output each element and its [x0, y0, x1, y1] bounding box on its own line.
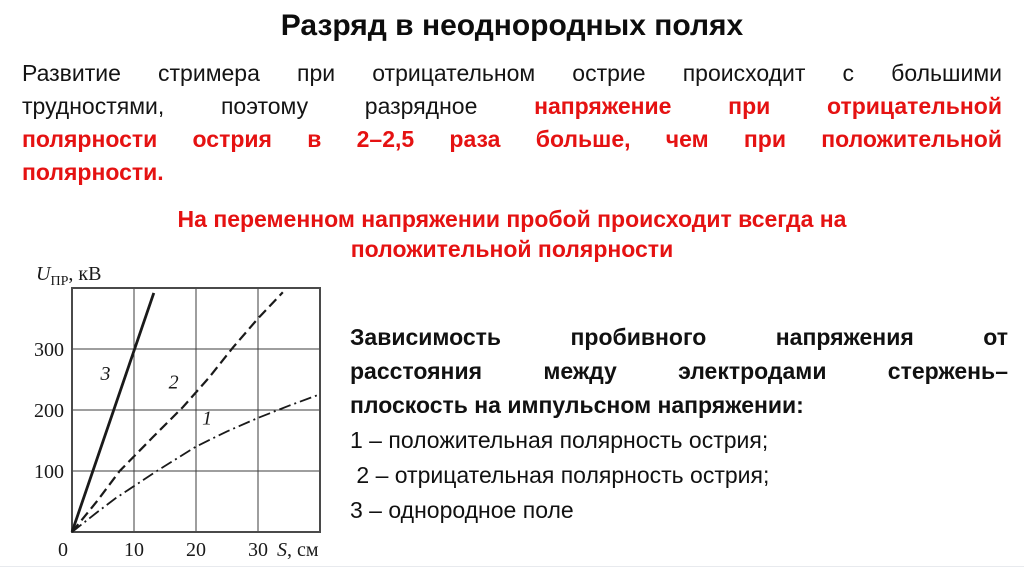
series-label-1: 1 [202, 408, 212, 430]
y-tick-label: 100 [34, 461, 64, 483]
text-segment: Развитие стримера при отрицательном остр… [22, 60, 1002, 86]
series-line-1 [71, 394, 318, 533]
y-tick-label: 200 [34, 400, 64, 422]
chart-caption: Зависимость пробивного напряжения от расс… [350, 320, 1008, 528]
series-label-3: 3 [99, 363, 110, 385]
series-line-2 [71, 291, 284, 533]
footer-divider [0, 566, 1024, 567]
text-segment: напряжение при отрицательной [534, 93, 1002, 119]
x-tick-label: 0 [58, 539, 68, 561]
text-segment: полярности. [22, 159, 164, 185]
intro-line: Развитие стримера при отрицательном остр… [22, 57, 1002, 90]
intro-line: трудностями, поэтому разрядное напряжени… [22, 90, 1002, 123]
x-tick-label: 20 [186, 539, 206, 561]
highlight-line: На переменном напряжении пробой происход… [177, 206, 847, 232]
caption-lead-line: Зависимость пробивного напряжения от [350, 324, 1008, 350]
series-label-2: 2 [169, 372, 179, 394]
intro-paragraph: Развитие стримера при отрицательном остр… [22, 57, 1002, 189]
text-segment: полярности острия в 2–2,5 раза больше, ч… [22, 126, 1002, 152]
caption-lead: Зависимость пробивного напряжения от расс… [350, 320, 1008, 422]
y-axis-label: UПР, кВ [36, 263, 101, 289]
highlight-line: положительной полярности [350, 236, 674, 262]
caption-lead-line: расстояния между электродами стержень– [350, 358, 1008, 384]
intro-line: полярности. [22, 156, 1002, 189]
text-segment: трудностями, поэтому разрядное [22, 93, 478, 119]
slide-title: Разряд в неоднородных полях [280, 9, 744, 42]
x-tick-label: 30 [248, 539, 268, 561]
intro-line: полярности острия в 2–2,5 раза больше, ч… [22, 123, 1002, 156]
legend-item-3: 3 – однородное поле [350, 497, 574, 523]
series-line-3 [70, 292, 156, 533]
x-tick-label: 10 [124, 539, 144, 561]
legend-item-1: 1 – положительная полярность острия; [350, 427, 769, 453]
breakdown-voltage-chart: 1 2 3 0 10 20 30 100 200 300 S, см UПР, кВ [28, 250, 360, 572]
caption-lead-line: плоскость на импульсном напряжении: [350, 392, 804, 418]
highlight-statement: На переменном напряжении пробой происход… [0, 204, 1024, 264]
plot-border [71, 287, 321, 533]
x-axis-label: S, см [277, 539, 319, 561]
y-tick-label: 300 [34, 339, 64, 361]
legend-item-2: 2 – отрицательная полярность острия; [350, 462, 770, 488]
caption-legend-list: 1 – положительная полярность острия; 2 –… [350, 423, 1008, 528]
